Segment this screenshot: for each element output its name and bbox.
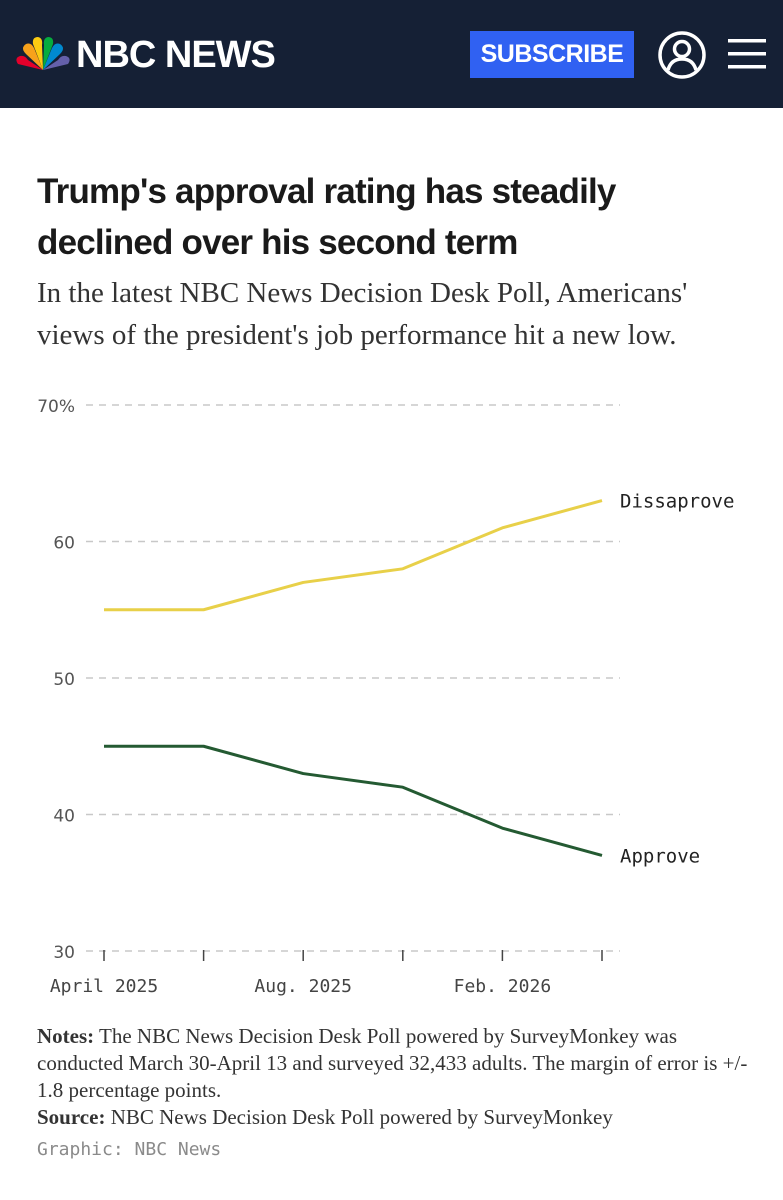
x-tick-label: Feb. 2026 <box>454 976 552 997</box>
series-label: Approve <box>620 845 700 867</box>
notes-label: Notes: <box>37 1024 95 1048</box>
y-tick-label: 60 <box>53 534 75 554</box>
source-text: NBC News Decision Desk Poll powered by S… <box>105 1105 613 1129</box>
series-line-approve <box>104 744 603 857</box>
source-label: Source: <box>37 1105 106 1129</box>
y-tick-label: 70% <box>37 397 75 417</box>
series-label: Dissaprove <box>620 491 734 513</box>
brand-wordmark[interactable]: NBC NEWS <box>76 34 276 76</box>
series-line-dissaprove <box>104 499 603 612</box>
y-tick-label: 30 <box>53 943 75 963</box>
chart-dek: In the latest NBC News Decision Desk Pol… <box>37 277 688 351</box>
top-nav-bar: NBC NEWS SUBSCRIBE <box>0 0 783 108</box>
chart-footnotes: Notes: The NBC News Decision Desk Poll p… <box>37 1023 757 1131</box>
hamburger-menu-icon[interactable] <box>728 37 766 71</box>
notes-text: The NBC News Decision Desk Poll powered … <box>37 1024 748 1102</box>
chart-headline: Trump's approval rating has steadily dec… <box>37 172 616 262</box>
x-tick-label: April 2025 <box>50 976 158 997</box>
source-paragraph: Source: NBC News Decision Desk Poll powe… <box>37 1104 757 1131</box>
notes-paragraph: Notes: The NBC News Decision Desk Poll p… <box>37 1023 757 1104</box>
user-account-icon[interactable] <box>657 30 707 80</box>
line-chart: 30 40 50 60 70% April 2025 Aug. 2025 Feb. 2026 D… <box>37 397 734 997</box>
peacock-logo-icon[interactable] <box>16 34 70 74</box>
subscribe-button[interactable]: SUBSCRIBE <box>470 31 634 78</box>
x-tick-label: Aug. 2025 <box>254 976 352 997</box>
y-tick-label: 40 <box>53 807 75 827</box>
graphic-credit: Graphic: NBC News <box>37 1139 222 1160</box>
y-tick-label: 50 <box>53 670 75 690</box>
